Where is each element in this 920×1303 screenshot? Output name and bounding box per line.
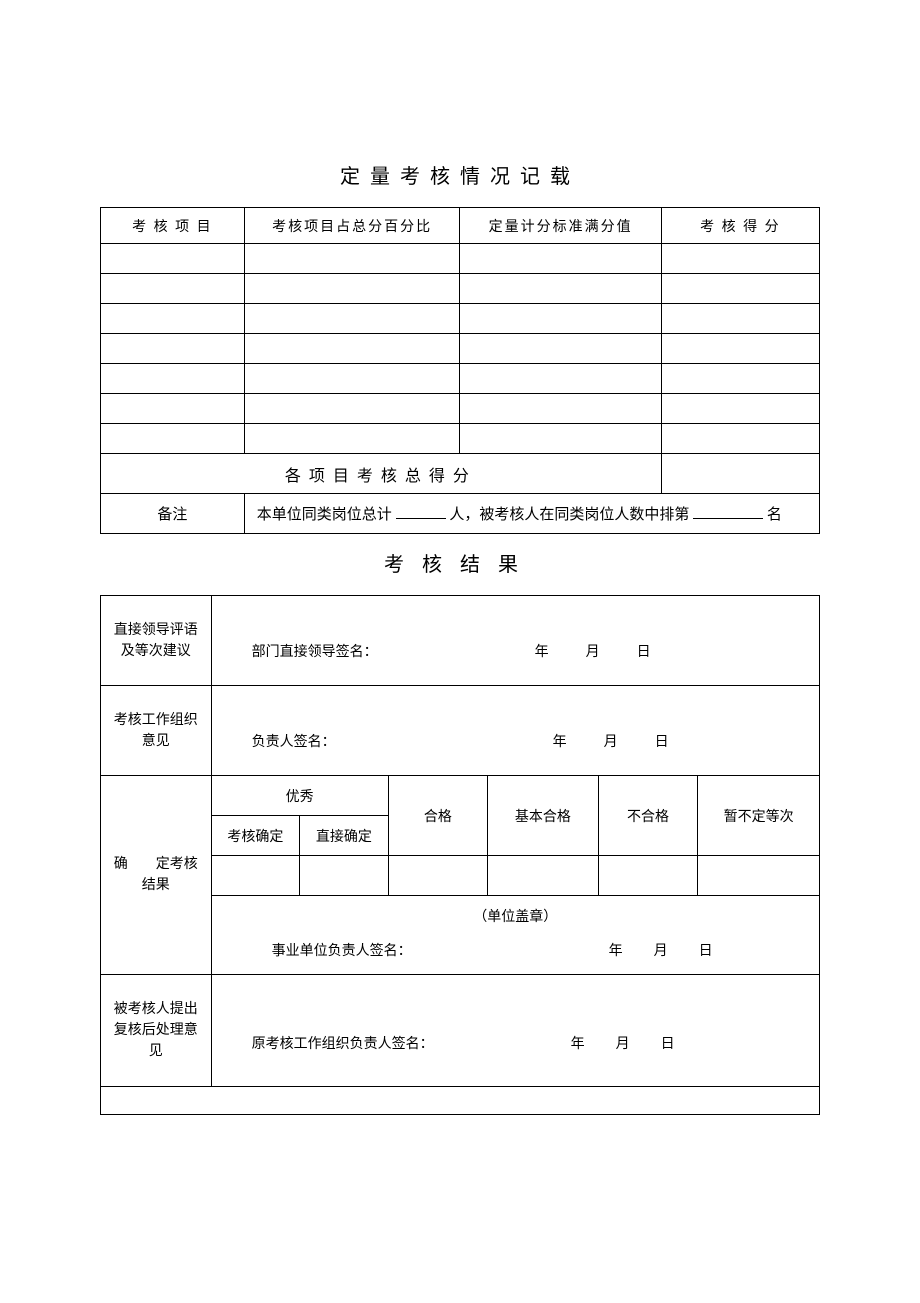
quant-data-row bbox=[101, 364, 820, 394]
quant-remark-label: 备注 bbox=[101, 494, 245, 534]
org-sig-label: 负责人签名： bbox=[252, 731, 336, 751]
grade-excellent: 优秀 bbox=[211, 776, 388, 816]
result-row-org: 考核工作组织意见 负责人签名： 年 月 日 bbox=[101, 686, 820, 776]
review-sig-label: 原考核工作组织负责人签名： bbox=[252, 1033, 434, 1053]
quant-data-row bbox=[101, 424, 820, 454]
grade-value-cell bbox=[598, 856, 698, 896]
date-month: 月 bbox=[586, 641, 602, 661]
seal-label: （单位盖章） bbox=[211, 896, 819, 933]
date-month: 月 bbox=[616, 1033, 632, 1053]
quant-table: 考 核 项 目 考核项目占总分百分比 定量计分标准满分值 考 核 得 分 各项目… bbox=[100, 207, 820, 534]
grade-pass: 合格 bbox=[388, 776, 488, 856]
result-section-title: 考核结果 bbox=[100, 548, 820, 577]
grade-header-row: 确 定考核结果 优秀 合格 基本合格 不合格 暂不定等次 bbox=[101, 776, 820, 816]
grade-value-cell bbox=[388, 856, 488, 896]
empty-cell bbox=[101, 1087, 820, 1115]
remark-text-1: 本单位同类岗位总计 bbox=[257, 507, 392, 523]
remark-text-3: 名 bbox=[767, 507, 782, 523]
grade-value-cell bbox=[300, 856, 388, 896]
grade-pending: 暂不定等次 bbox=[698, 776, 820, 856]
quant-total-row: 各项目考核总得分 bbox=[101, 454, 820, 494]
quant-remark-content: 本单位同类岗位总计 人，被考核人在同类岗位人数中排第 名 bbox=[244, 494, 819, 534]
date-day: 日 bbox=[637, 641, 653, 661]
date-month: 月 bbox=[654, 940, 670, 960]
quant-header-fullscore: 定量计分标准满分值 bbox=[460, 208, 661, 244]
grade-value-cell bbox=[488, 856, 599, 896]
quant-header-row: 考 核 项 目 考核项目占总分百分比 定量计分标准满分值 考 核 得 分 bbox=[101, 208, 820, 244]
date-year: 年 bbox=[535, 641, 551, 661]
grade-fail: 不合格 bbox=[598, 776, 698, 856]
remark-blank-rank bbox=[693, 504, 763, 519]
quant-data-row bbox=[101, 304, 820, 334]
quant-data-row bbox=[101, 334, 820, 364]
date-year: 年 bbox=[571, 1033, 587, 1053]
quant-data-row bbox=[101, 244, 820, 274]
quant-total-value bbox=[661, 454, 819, 494]
unit-signature-cell: 事业单位负责人签名： 年 月 日 bbox=[211, 932, 819, 975]
result-table: 直接领导评语及等次建议 部门直接领导签名： 年 月 日 考核工作组织意见 负责人… bbox=[100, 595, 820, 1115]
result-row-review: 被考核人提出复核后处理意见 原考核工作组织负责人签名： 年 月 日 bbox=[101, 975, 820, 1087]
remark-blank-count bbox=[396, 504, 446, 519]
leader-signature-cell: 部门直接领导签名： 年 月 日 bbox=[211, 596, 819, 686]
date-year: 年 bbox=[553, 731, 569, 751]
quant-data-row bbox=[101, 274, 820, 304]
quant-remark-row: 备注 本单位同类岗位总计 人，被考核人在同类岗位人数中排第 名 bbox=[101, 494, 820, 534]
date-year: 年 bbox=[609, 940, 625, 960]
unit-sig-label: 事业单位负责人签名： bbox=[272, 940, 412, 960]
quant-header-score: 考 核 得 分 bbox=[661, 208, 819, 244]
remark-text-2: 人，被考核人在同类岗位人数中排第 bbox=[449, 507, 689, 523]
result-empty-row bbox=[101, 1087, 820, 1115]
date-day: 日 bbox=[655, 731, 671, 751]
excellent-sub-b: 直接确定 bbox=[300, 816, 388, 856]
result-row-leader: 直接领导评语及等次建议 部门直接领导签名： 年 月 日 bbox=[101, 596, 820, 686]
grade-value-cell bbox=[211, 856, 299, 896]
org-opinion-label: 考核工作组织意见 bbox=[101, 686, 212, 776]
quant-data-row bbox=[101, 394, 820, 424]
quant-total-label: 各项目考核总得分 bbox=[101, 454, 662, 494]
grade-value-cell bbox=[698, 856, 820, 896]
review-signature-cell: 原考核工作组织负责人签名： 年 月 日 bbox=[211, 975, 819, 1087]
review-opinion-label: 被考核人提出复核后处理意见 bbox=[101, 975, 212, 1087]
quant-header-percent: 考核项目占总分百分比 bbox=[244, 208, 460, 244]
excellent-sub-a: 考核确定 bbox=[211, 816, 299, 856]
org-signature-cell: 负责人签名： 年 月 日 bbox=[211, 686, 819, 776]
date-month: 月 bbox=[604, 731, 620, 751]
date-day: 日 bbox=[699, 940, 715, 960]
quant-section-title: 定量考核情况记载 bbox=[100, 160, 820, 189]
confirm-result-label: 确 定考核结果 bbox=[101, 776, 212, 975]
date-day: 日 bbox=[661, 1033, 677, 1053]
leader-comment-label: 直接领导评语及等次建议 bbox=[101, 596, 212, 686]
grade-basic: 基本合格 bbox=[488, 776, 599, 856]
quant-header-item: 考 核 项 目 bbox=[101, 208, 245, 244]
leader-sig-label: 部门直接领导签名： bbox=[252, 641, 378, 661]
